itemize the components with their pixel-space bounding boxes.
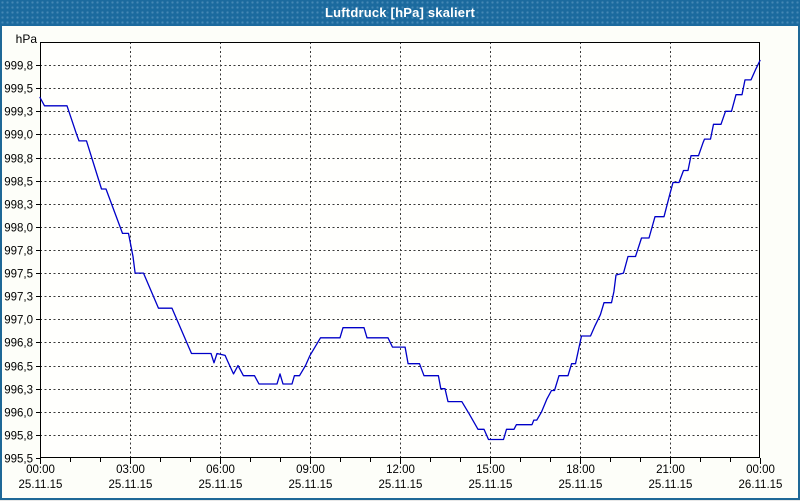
x-tick-time-label: 18:00 bbox=[566, 464, 595, 476]
x-tick-time-label: 09:00 bbox=[296, 464, 325, 476]
y-tick-label: 998,0 bbox=[4, 223, 33, 235]
y-tick-label: 999,5 bbox=[4, 84, 33, 96]
y-tick-label: 995,5 bbox=[4, 454, 33, 466]
y-tick-label: 997,0 bbox=[4, 315, 33, 327]
y-tick-label: 999,3 bbox=[4, 107, 33, 119]
x-tick-date-label: 25.11.15 bbox=[199, 479, 243, 491]
x-tick-time-label: 00:00 bbox=[26, 464, 55, 476]
x-tick-time-label: 21:00 bbox=[656, 464, 685, 476]
plot-frame bbox=[40, 42, 760, 458]
x-tick-date-label: 25.11.15 bbox=[469, 479, 513, 491]
y-tick-label: 997,5 bbox=[4, 269, 33, 281]
y-tick-label: 996,5 bbox=[4, 362, 33, 374]
x-tick-date-label: 25.11.15 bbox=[379, 479, 423, 491]
y-tick-label: 999,8 bbox=[4, 61, 33, 73]
y-tick-label: 996,0 bbox=[4, 408, 33, 420]
window-title-bar: Luftdruck [hPa] skaliert bbox=[0, 0, 800, 26]
x-tick-time-label: 06:00 bbox=[206, 464, 235, 476]
y-tick-label: 997,8 bbox=[4, 246, 33, 258]
x-tick-date-label: 25.11.15 bbox=[289, 479, 333, 491]
y-tick-label: 996,8 bbox=[4, 338, 33, 350]
x-tick-time-label: 03:00 bbox=[116, 464, 145, 476]
y-tick-label: 998,5 bbox=[4, 177, 33, 189]
x-tick-date-label: 25.11.15 bbox=[559, 479, 603, 491]
y-tick-label: 998,3 bbox=[4, 200, 33, 212]
x-tick-date-label: 26.11.15 bbox=[739, 479, 783, 491]
y-axis-unit-label: hPa bbox=[15, 32, 37, 46]
y-tick-label: 996,3 bbox=[4, 385, 33, 397]
y-tick-label: 995,8 bbox=[4, 431, 33, 443]
x-tick-time-label: 15:00 bbox=[476, 464, 505, 476]
window-title: Luftdruck [hPa] skaliert bbox=[325, 5, 475, 20]
pressure-chart: 999,8 999,5 999,3 999,0 998,8 998,5 998,3 998,0… bbox=[4, 42, 783, 491]
x-tick-time-label: 12:00 bbox=[386, 464, 415, 476]
y-tick-label: 998,8 bbox=[4, 154, 33, 166]
pressure-line bbox=[39, 59, 761, 441]
y-tick-label: 997,3 bbox=[4, 292, 33, 304]
chart-area: hPa 999,8 999,5 999,3 999,0 998,8 998,5 998,3 9… bbox=[2, 26, 798, 496]
y-tick-label: 999,0 bbox=[4, 130, 33, 142]
x-tick-date-label: 25.11.15 bbox=[109, 479, 153, 491]
x-tick-time-label: 00:00 bbox=[746, 464, 775, 476]
x-tick-date-label: 25.11.15 bbox=[649, 479, 693, 491]
x-tick-date-label: 25.11.15 bbox=[19, 479, 63, 491]
